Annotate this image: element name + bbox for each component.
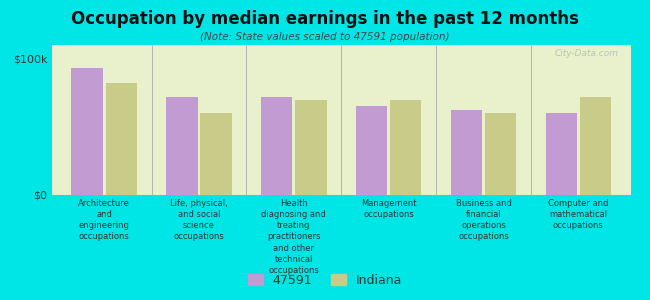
Bar <box>72 68 103 195</box>
Bar <box>485 113 516 195</box>
Text: Occupation by median earnings in the past 12 months: Occupation by median earnings in the pas… <box>71 11 579 28</box>
Bar <box>261 97 292 195</box>
Bar <box>545 113 577 195</box>
Bar <box>451 110 482 195</box>
Text: (Note: State values scaled to 47591 population): (Note: State values scaled to 47591 popu… <box>200 32 450 41</box>
Bar <box>295 100 326 195</box>
Text: City-Data.com: City-Data.com <box>555 50 619 58</box>
Bar <box>390 100 421 195</box>
Bar <box>166 97 198 195</box>
Bar <box>356 106 387 195</box>
Bar <box>200 113 231 195</box>
Bar <box>105 83 137 195</box>
Bar <box>580 97 611 195</box>
Legend: 47591, Indiana: 47591, Indiana <box>244 270 406 291</box>
